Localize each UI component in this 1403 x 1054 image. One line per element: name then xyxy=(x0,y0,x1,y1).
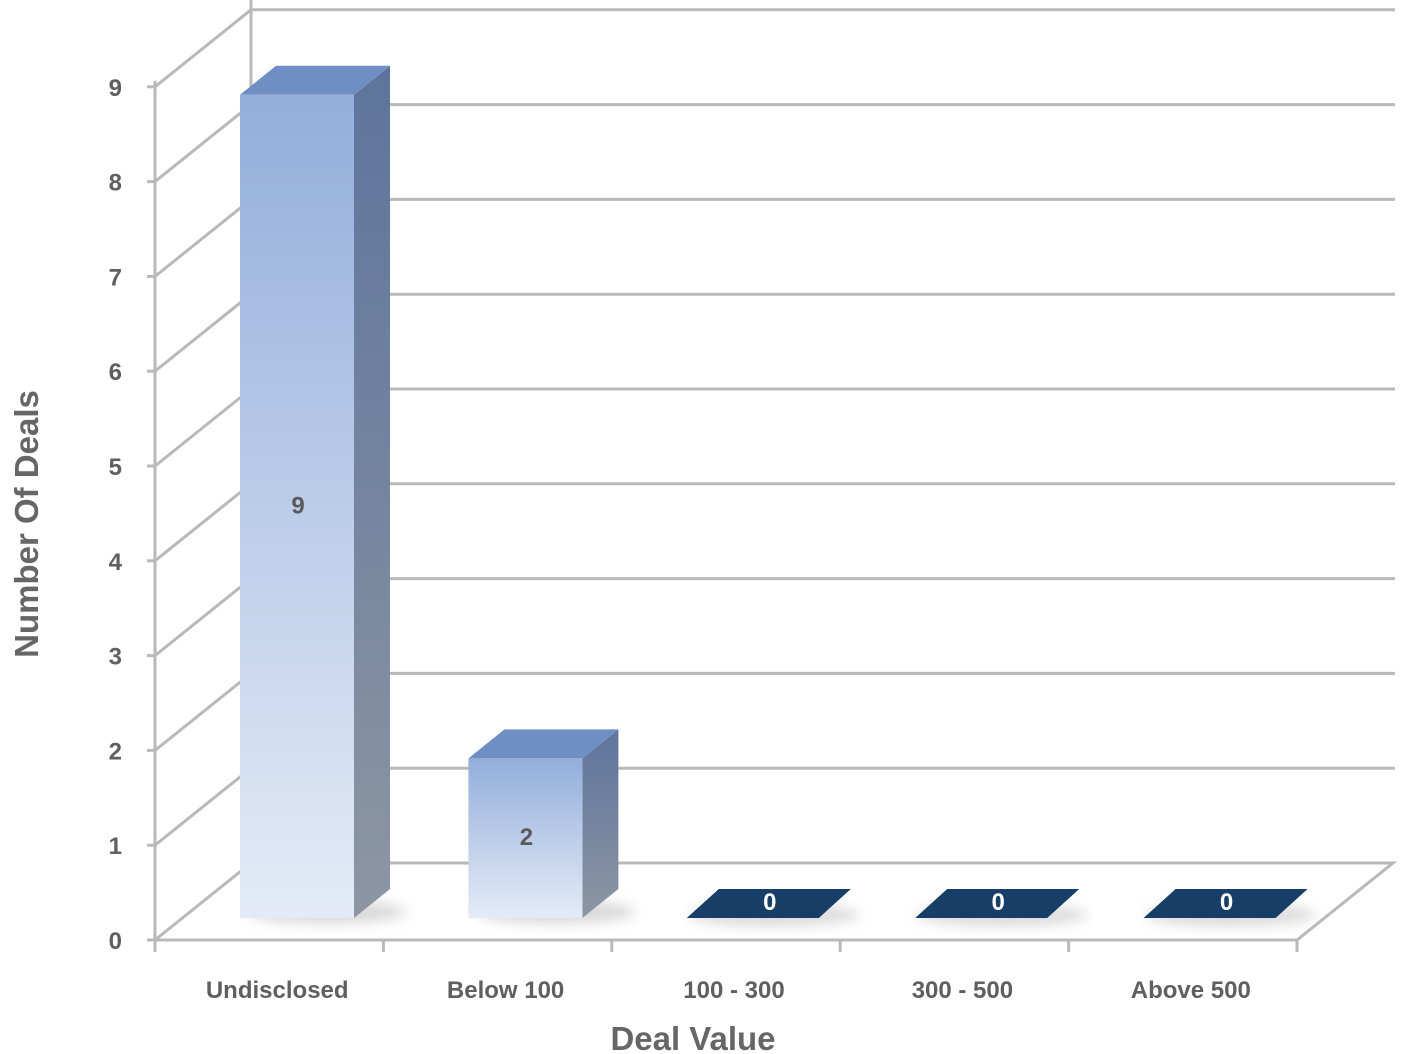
labels: 9 2 0 0 0 xyxy=(291,492,1233,916)
bar-side xyxy=(354,65,390,919)
bar-top xyxy=(240,65,390,95)
bar-side xyxy=(582,729,619,918)
side-wall-gridline xyxy=(154,577,252,657)
side-wall-gridline xyxy=(154,482,252,562)
y-tick-label: 7 xyxy=(109,264,122,291)
y-tick-label: 0 xyxy=(109,928,122,955)
bar-front xyxy=(468,758,583,918)
x-axis-title: Deal Value xyxy=(610,1020,775,1054)
bar-2 xyxy=(686,889,860,927)
y-tick-label: 2 xyxy=(109,738,122,765)
bar-0 xyxy=(240,65,407,924)
data-label: 9 xyxy=(291,492,304,519)
y-tick-label: 5 xyxy=(109,454,122,481)
bar-flat xyxy=(686,889,851,918)
bar-flat xyxy=(915,889,1080,918)
axes: 0 1 2 3 4 5 6 7 8 9 Undisclosed Below 100 100 - 300 3… xyxy=(109,75,1299,1004)
bar-4 xyxy=(1143,889,1317,927)
side-wall-gridline xyxy=(154,293,252,373)
y-tick-label: 6 xyxy=(109,359,122,386)
y-tick-label: 1 xyxy=(109,833,122,860)
side-wall-gridline xyxy=(154,198,252,278)
bar-flat xyxy=(1143,889,1308,918)
x-tick-label: 100 - 300 xyxy=(683,977,784,1004)
bar-front xyxy=(240,94,354,919)
side-wall-gridline xyxy=(154,103,252,183)
y-tick-label: 3 xyxy=(109,644,122,671)
data-label: 0 xyxy=(763,889,776,916)
side-wall-gridline xyxy=(154,767,252,847)
y-tick-label: 4 xyxy=(109,549,123,576)
x-tick-label: 300 - 500 xyxy=(912,977,1013,1004)
bars xyxy=(240,65,1317,927)
data-label: 0 xyxy=(992,889,1005,916)
side-wall-gridline xyxy=(154,8,252,88)
x-tick-label: Below 100 xyxy=(447,977,564,1004)
bar-top xyxy=(468,729,619,759)
data-label: 0 xyxy=(1220,889,1233,916)
y-tick-label: 8 xyxy=(109,170,122,197)
bar-3 xyxy=(915,889,1088,927)
y-tick-label: 9 xyxy=(109,75,122,102)
side-wall-gridline xyxy=(154,387,252,468)
y-axis-title: Number Of Deals xyxy=(8,390,45,658)
x-tick-label: Undisclosed xyxy=(206,977,349,1004)
data-label: 2 xyxy=(520,824,533,851)
side-wall-gridline xyxy=(154,672,252,752)
bar-1 xyxy=(468,729,636,924)
x-tick-label: Above 500 xyxy=(1131,977,1251,1004)
